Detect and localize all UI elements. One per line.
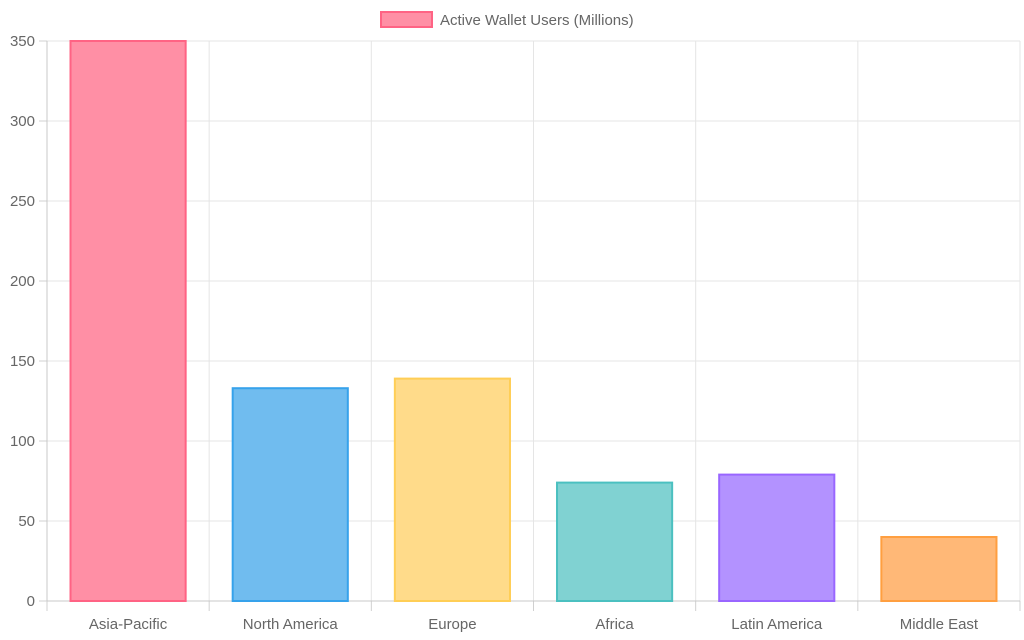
bar-europe[interactable]	[393, 377, 511, 602]
x-tick-labels: Asia-Pacific North America Europe Africa Lat…	[89, 616, 979, 633]
x-tick-label: Asia-Pacific	[89, 616, 168, 633]
y-tick-label: 150	[10, 353, 35, 370]
bar-north-america[interactable]	[231, 387, 349, 603]
y-tick-label: 350	[10, 33, 35, 50]
bars	[69, 40, 998, 603]
legend[interactable]: Active Wallet Users (Millions)	[380, 11, 634, 29]
y-tick-label: 250	[10, 193, 35, 210]
y-tick-label: 50	[18, 513, 35, 530]
x-tick-label: North America	[243, 616, 339, 633]
bar-latin-america[interactable]	[718, 473, 836, 603]
legend-label[interactable]: Active Wallet Users (Millions)	[440, 12, 634, 29]
legend-swatch[interactable]	[380, 11, 433, 28]
bar-middle-east[interactable]	[880, 536, 998, 602]
y-tick-label: 200	[10, 273, 35, 290]
y-tick-label: 300	[10, 113, 35, 130]
axes	[39, 40, 1021, 611]
y-tick-labels: 0 50 100 150 200 250 300 350	[10, 33, 35, 610]
x-tick-label: Latin America	[731, 616, 823, 633]
x-tick-label: Europe	[428, 616, 476, 633]
bar-africa[interactable]	[556, 481, 674, 603]
x-tick-label: Africa	[595, 616, 634, 633]
y-tick-label: 100	[10, 433, 35, 450]
x-tick-label: Middle East	[900, 616, 979, 633]
grid-lines	[47, 40, 1021, 602]
y-tick-label: 0	[27, 593, 35, 610]
bar-asia-pacific[interactable]	[69, 40, 187, 602]
